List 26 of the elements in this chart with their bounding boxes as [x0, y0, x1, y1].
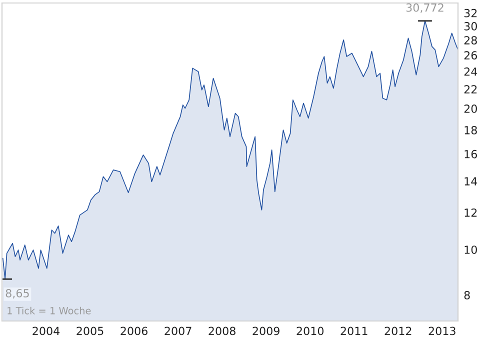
annotation: 30,772	[406, 3, 444, 13]
x-tick-label: 2009	[252, 326, 280, 336]
y-tick-label: 8	[464, 290, 470, 300]
x-tick-label: 2008	[208, 326, 236, 336]
x-tick-label: 2006	[120, 326, 148, 336]
x-tick-label: 2010	[296, 326, 324, 336]
y-tick-label: 22	[464, 85, 477, 94]
x-tick-label: 2007	[164, 326, 192, 336]
y-tick-label: 24	[464, 67, 478, 76]
y-tick-label: 26	[464, 51, 477, 60]
y-tick-label: 18	[464, 126, 477, 134]
x-tick-label: 2011	[340, 326, 368, 336]
y-tick-label: 28	[464, 36, 477, 44]
x-tick-label: 2013	[428, 326, 456, 336]
x-tick-label: 2005	[76, 326, 104, 336]
x-tick-label: 2012	[384, 326, 412, 336]
annotation: 1 Tick = 1 Woche	[8, 306, 91, 314]
y-tick-label: 14	[464, 177, 478, 186]
y-tick-label: 12	[464, 208, 477, 217]
y-tick-label: 10	[464, 246, 477, 254]
y-tick-label: 32	[464, 8, 477, 18]
y-tick-label: 30	[464, 22, 477, 30]
annotation: 8,65	[6, 289, 29, 299]
y-tick-label: 16	[464, 150, 477, 158]
x-tick-label: 2004	[32, 326, 60, 336]
y-tick-label: 20	[464, 104, 477, 113]
